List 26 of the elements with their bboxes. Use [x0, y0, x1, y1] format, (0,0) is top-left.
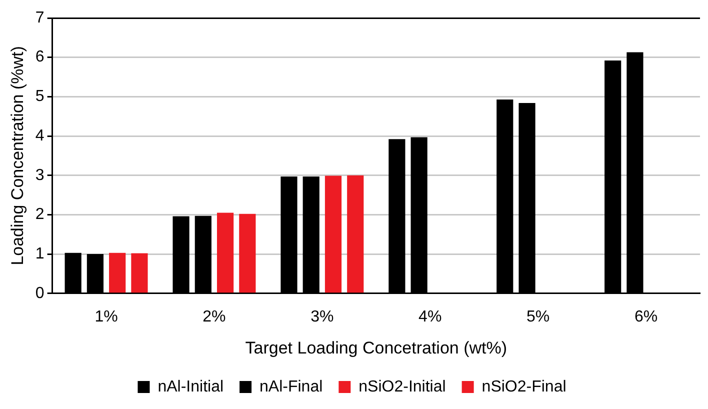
x-tick-label: 1% [94, 308, 118, 326]
y-tick-label: 5 [35, 88, 44, 106]
x-tick-label: 4% [418, 308, 442, 326]
y-tick-label: 0 [35, 284, 44, 302]
x-tick-label: 6% [634, 308, 658, 326]
legend-label: nAl-Initial [158, 378, 224, 396]
bar [131, 253, 148, 293]
legend-label: nSiO2-Final [482, 378, 566, 396]
x-tick-label: 5% [526, 308, 550, 326]
y-tick-label: 1 [35, 245, 44, 262]
legend-label: nSiO2-Initial [358, 378, 446, 396]
x-tick-label: 3% [310, 308, 334, 326]
y-tick-label: 3 [35, 166, 44, 184]
bar [216, 212, 234, 293]
bar [239, 214, 256, 293]
y-tick-label: 2 [35, 206, 44, 224]
legend-label: nAl-Final [260, 378, 323, 396]
x-tick-label: 2% [202, 308, 226, 326]
x-axis-title: Target Loading Concetration (wt%) [245, 338, 508, 358]
y-tick-label: 4 [35, 127, 44, 144]
y-tick-label: 6 [35, 48, 44, 66]
bar [324, 176, 342, 293]
bar [347, 175, 364, 293]
y-tick-label: 7 [35, 9, 44, 26]
bar [109, 252, 126, 293]
y-axis-title: Loading Concentration (%wt) [8, 46, 27, 266]
